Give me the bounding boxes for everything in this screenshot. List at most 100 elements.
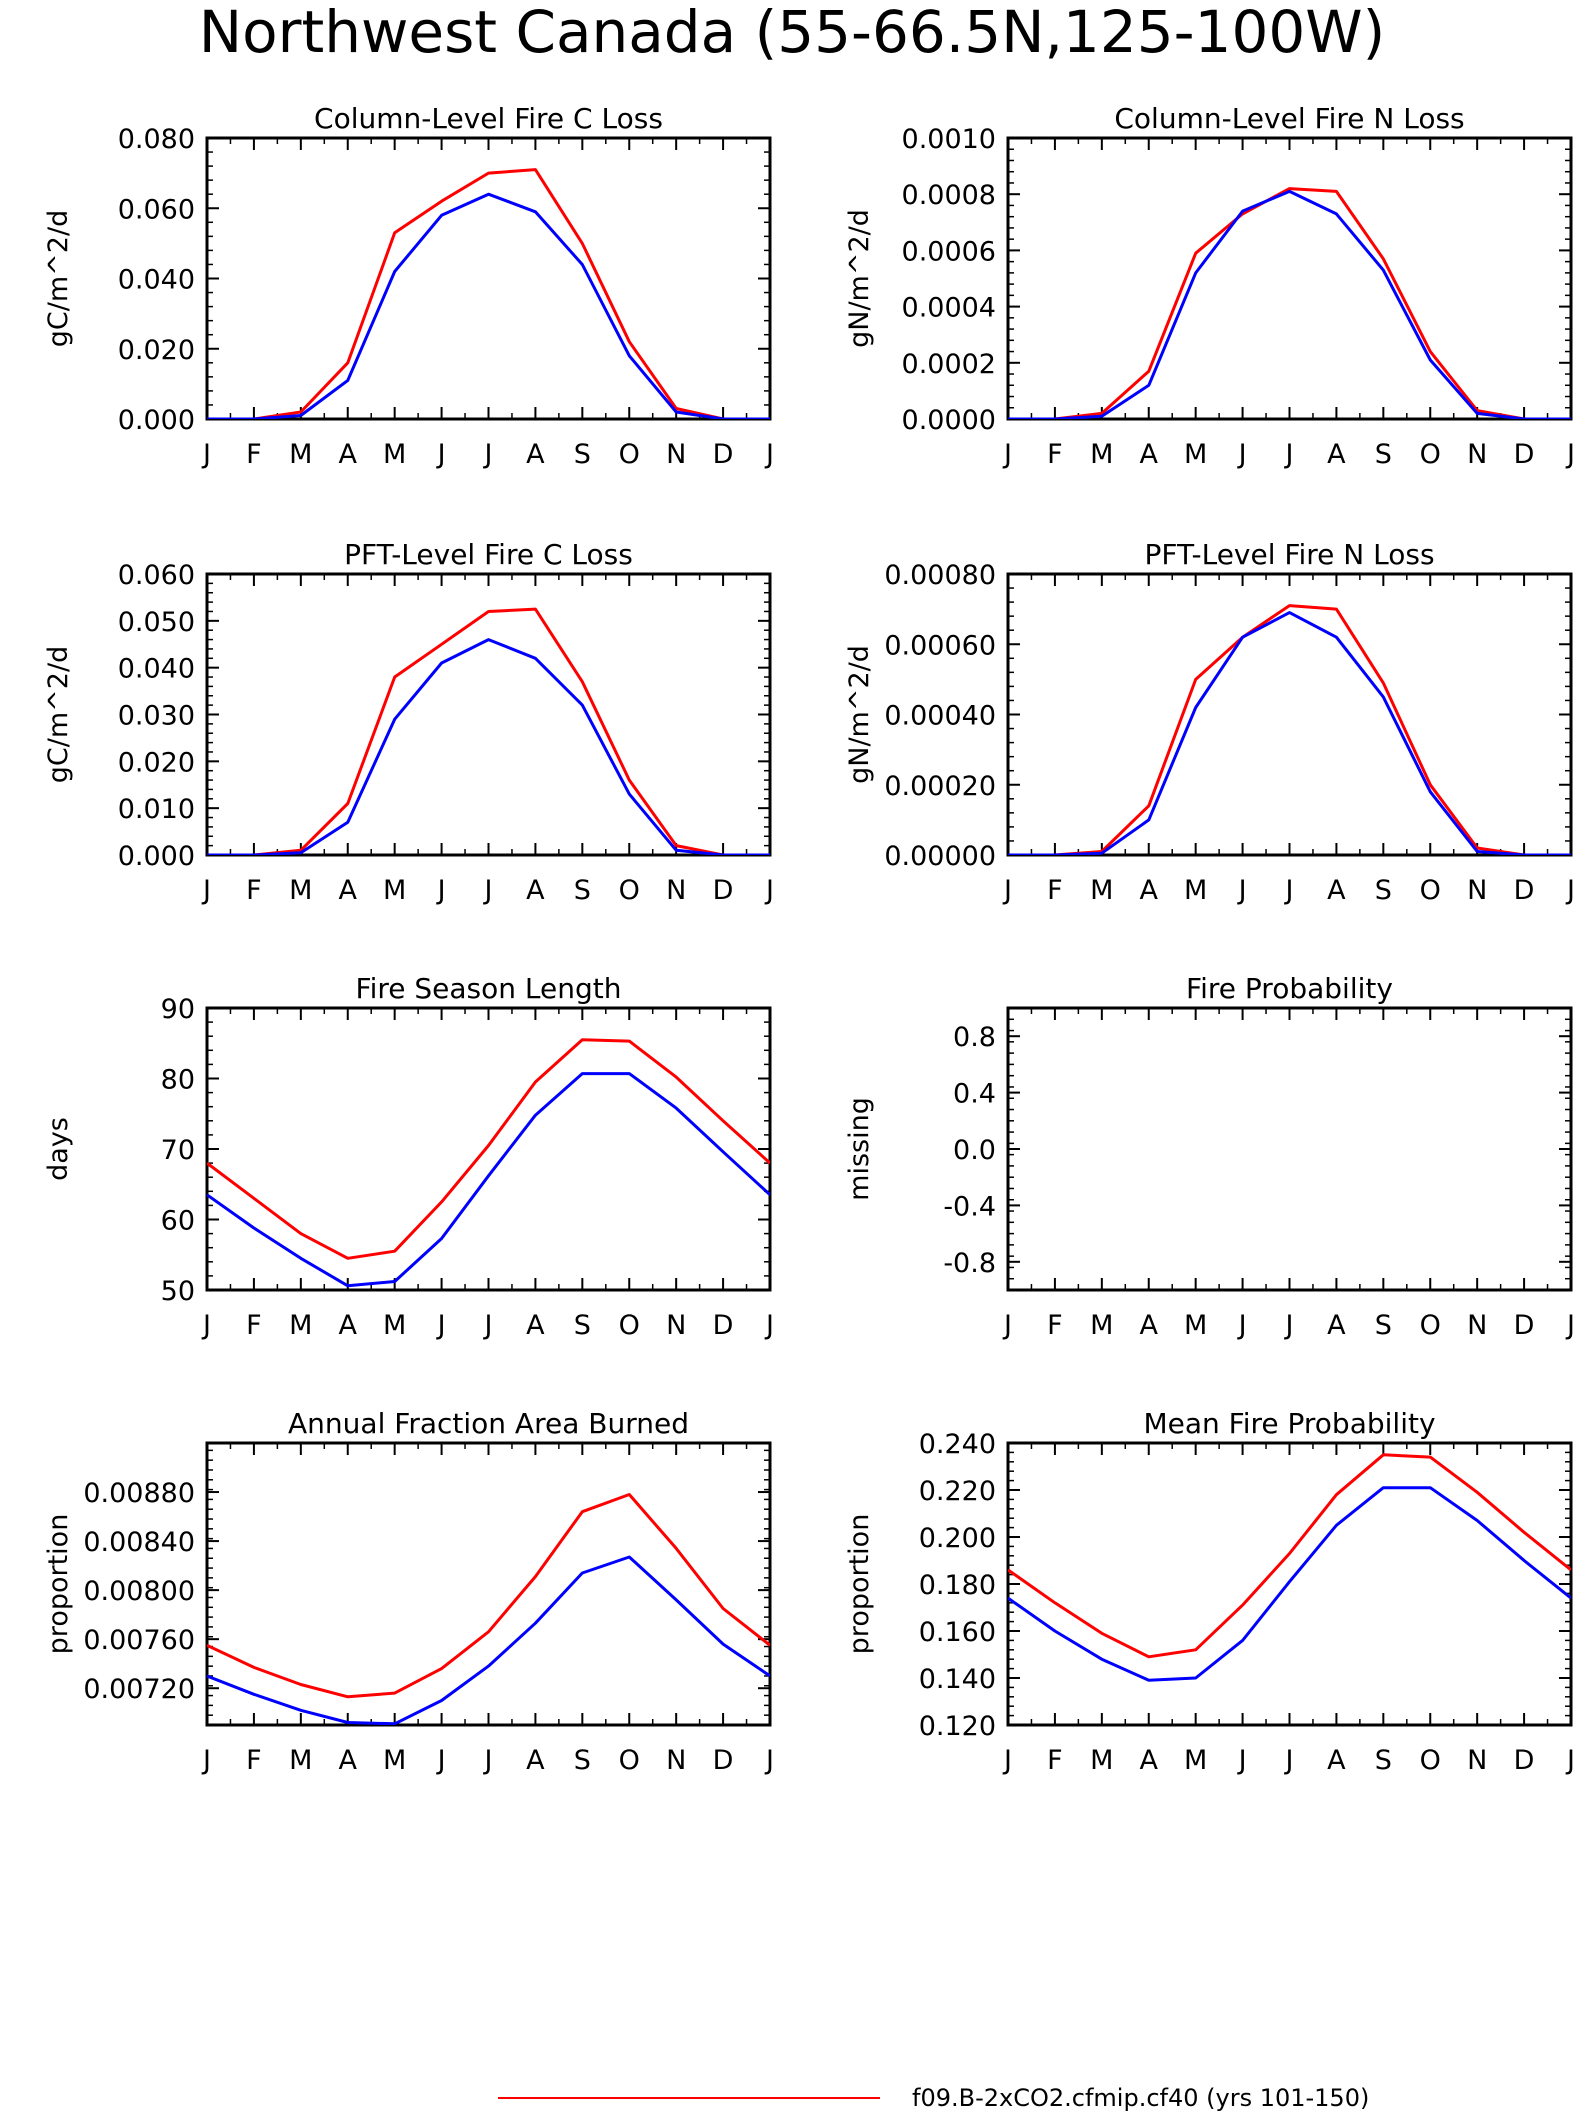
series-line-1	[1008, 1453, 1571, 1659]
y-axis-label: gC/m^2/d	[43, 210, 74, 347]
x-tick-label: D	[1514, 439, 1535, 470]
panels: J F M A M J J A S O N D J0.0000.0200.0400.0600.080Co…	[43, 102, 1575, 1776]
x-tick-label: M	[1184, 875, 1207, 906]
x-tick-label: D	[713, 1745, 734, 1776]
y-axis-label: missing	[844, 1097, 875, 1201]
x-tick-label: A	[339, 875, 358, 906]
y-tick-label: 0.00800	[83, 1576, 195, 1607]
panel-title: PFT-Level Fire C Loss	[344, 538, 633, 571]
x-tick-label: D	[1514, 1310, 1535, 1341]
y-tick-label: 0.020	[118, 335, 195, 366]
y-tick-label: 0.160	[919, 1617, 996, 1648]
series-line-2	[207, 638, 770, 855]
x-tick-label: A	[526, 875, 545, 906]
x-tick-label: F	[246, 439, 262, 470]
x-tick-label: N	[1467, 1745, 1487, 1776]
x-tick-label: J	[436, 439, 446, 470]
x-tick-label: J	[483, 439, 493, 470]
x-tick-label: A	[526, 439, 545, 470]
y-tick-label: 0.00060	[884, 630, 996, 661]
panel-title: Fire Probability	[1186, 972, 1393, 1005]
y-axis-label: gN/m^2/d	[844, 209, 875, 348]
x-tick-label: J	[201, 875, 211, 906]
x-tick-label: J	[1002, 1310, 1012, 1341]
x-tick-label: J	[1237, 1310, 1247, 1341]
x-tick-label: M	[383, 1310, 406, 1341]
x-tick-label: J	[1002, 875, 1012, 906]
figure-title: Northwest Canada (55-66.5N,125-100W)	[199, 0, 1386, 66]
x-tick-label: J	[1002, 439, 1012, 470]
x-tick-label: N	[666, 1745, 686, 1776]
x-tick-label: J	[1237, 1745, 1247, 1776]
x-tick-label: J	[1565, 439, 1575, 470]
y-tick-label: 50	[161, 1276, 195, 1307]
y-tick-label: 0.0006	[902, 236, 996, 267]
x-tick-label: N	[666, 1310, 686, 1341]
y-tick-label: 0.0000	[902, 405, 996, 436]
x-tick-label: J	[436, 1745, 446, 1776]
y-tick-label: -0.4	[943, 1191, 996, 1222]
x-tick-label: J	[1237, 875, 1247, 906]
x-tick-label: M	[1090, 1745, 1113, 1776]
x-tick-label: J	[1237, 439, 1247, 470]
panel-title: Annual Fraction Area Burned	[288, 1407, 689, 1440]
x-tick-label: D	[1514, 1745, 1535, 1776]
x-tick-label: J	[1284, 439, 1294, 470]
y-tick-label: 0.220	[919, 1476, 996, 1507]
panel-2: J F M A M J J A S O N D J0.00000.00020.00040.00060.0…	[844, 102, 1575, 470]
y-tick-label: 0.000	[118, 841, 195, 872]
x-tick-label: J	[764, 875, 774, 906]
y-axis-label: gN/m^2/d	[844, 645, 875, 784]
x-tick-label: D	[713, 1310, 734, 1341]
y-tick-label: 0.000	[118, 405, 195, 436]
y-tick-label: 0.00000	[884, 841, 996, 872]
legend: f09.B-2xCO2.cfmip.cf40 (yrs 101-150)	[498, 2084, 1369, 2112]
x-tick-label: A	[1327, 1745, 1346, 1776]
series-line-2	[207, 1072, 770, 1288]
x-tick-label: A	[1140, 875, 1159, 906]
x-tick-label: S	[574, 439, 591, 470]
x-tick-label: M	[383, 1745, 406, 1776]
x-tick-label: D	[713, 875, 734, 906]
y-tick-label: 0.040	[118, 654, 195, 685]
y-tick-label: 0.010	[118, 794, 195, 825]
y-axis-label: proportion	[43, 1514, 74, 1655]
y-tick-label: 0.8	[953, 1022, 996, 1053]
y-tick-label: 0.00720	[83, 1674, 195, 1705]
x-tick-label: D	[1514, 875, 1535, 906]
x-tick-label: J	[201, 1745, 211, 1776]
series-line-2	[207, 1555, 770, 1725]
y-tick-label: 0.140	[919, 1664, 996, 1695]
y-tick-label: 70	[161, 1135, 195, 1166]
x-tick-label: S	[574, 875, 591, 906]
y-tick-label: 0.180	[919, 1570, 996, 1601]
x-tick-label: J	[201, 439, 211, 470]
x-tick-label: A	[526, 1745, 545, 1776]
x-tick-label: D	[713, 439, 734, 470]
x-tick-label: J	[764, 439, 774, 470]
y-tick-label: 0.060	[118, 194, 195, 225]
x-tick-label: F	[246, 875, 262, 906]
panel-8: J F M A M J J A S O N D J0.1200.1400.1600.1800.2000.…	[844, 1407, 1575, 1776]
y-tick-label: 80	[161, 1065, 195, 1096]
legend-label: f09.B-2xCO2.cfmip.cf40 (yrs 101-150)	[912, 2084, 1369, 2112]
x-tick-label: J	[201, 1310, 211, 1341]
x-tick-label: S	[1375, 439, 1392, 470]
y-tick-label: 0.030	[118, 701, 195, 732]
x-tick-label: S	[1375, 875, 1392, 906]
y-tick-label: 0.00840	[83, 1527, 195, 1558]
panel-4: J F M A M J J A S O N D J0.000000.000200.000400.0006…	[844, 538, 1575, 906]
series-line-2	[1008, 1486, 1571, 1682]
x-tick-label: A	[1327, 875, 1346, 906]
x-tick-label: M	[289, 1310, 312, 1341]
x-tick-label: M	[1090, 1310, 1113, 1341]
y-tick-label: 0.0	[953, 1135, 996, 1166]
y-tick-label: 0.020	[118, 747, 195, 778]
x-tick-label: M	[1184, 439, 1207, 470]
x-tick-label: O	[619, 1310, 640, 1341]
x-tick-label: J	[483, 1310, 493, 1341]
series-line-1	[207, 168, 770, 419]
panel-title: Mean Fire Probability	[1143, 1407, 1435, 1440]
x-tick-label: O	[1420, 875, 1441, 906]
